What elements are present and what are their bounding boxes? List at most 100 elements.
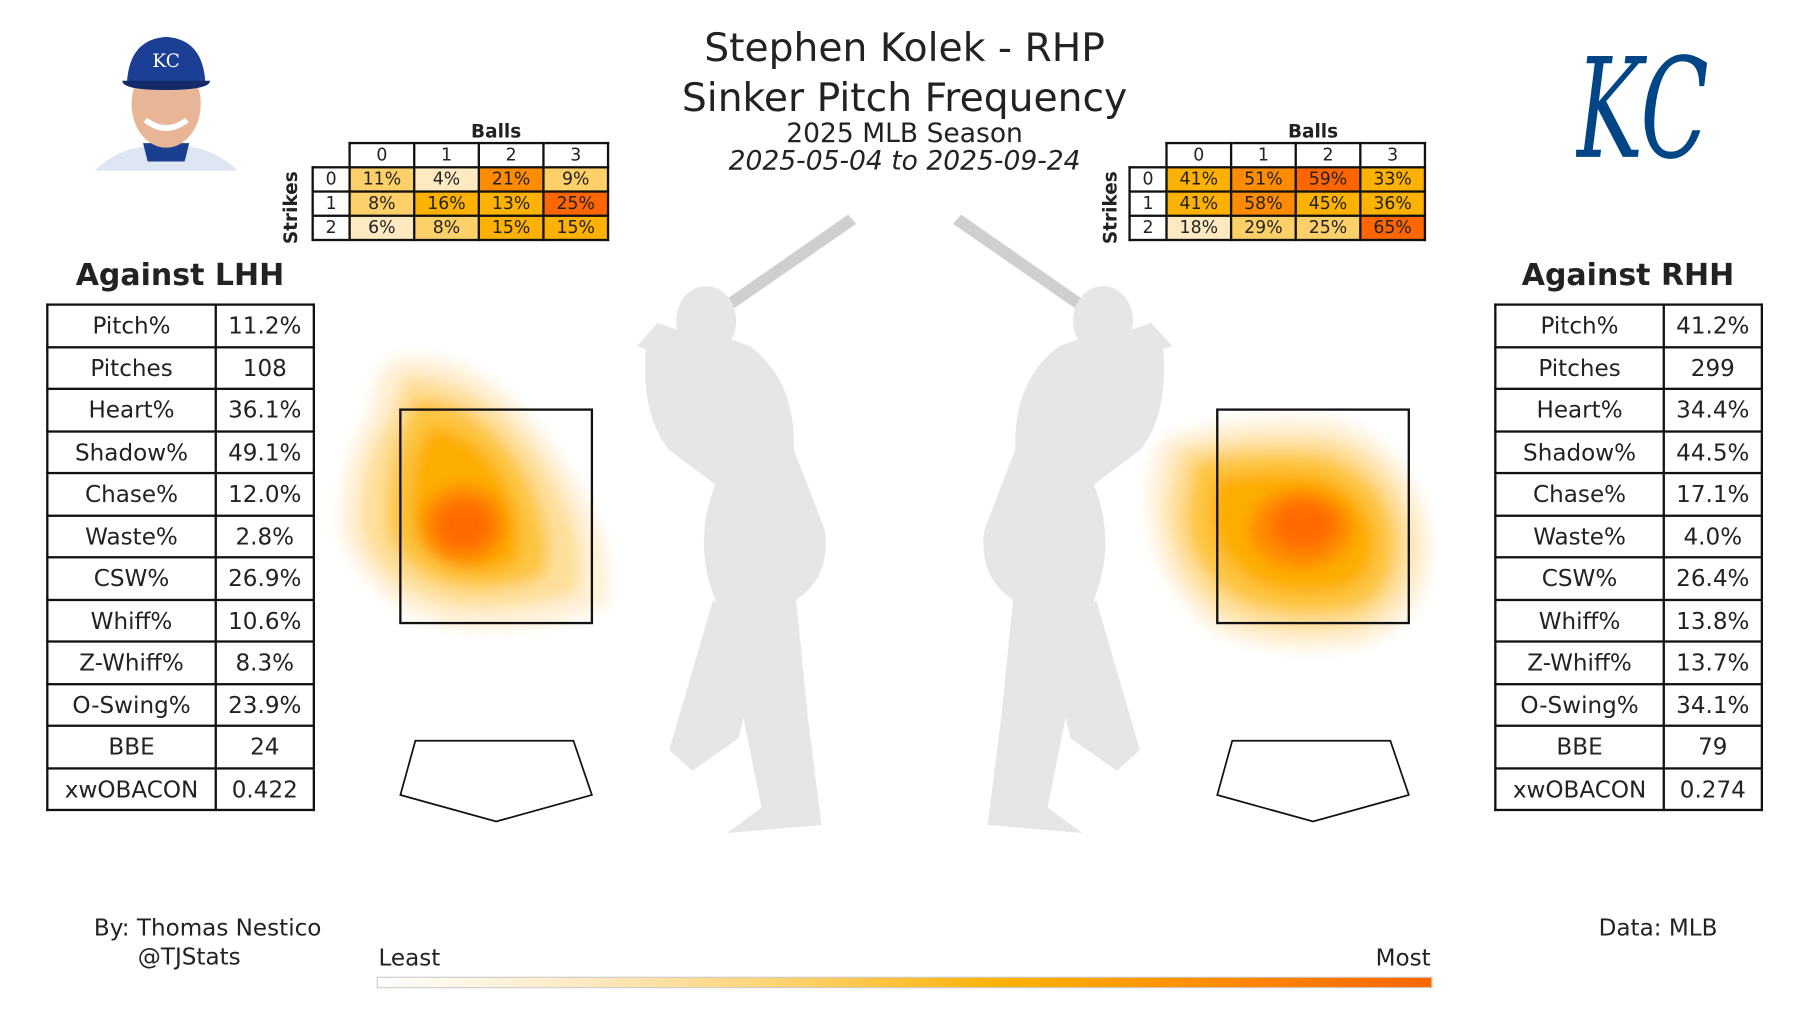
stat-label: Z-Whiff%: [46, 640, 217, 685]
stat-value: 24: [214, 724, 315, 769]
player-title: Stephen Kolek - RHP: [704, 25, 1105, 72]
strikes-header: 2: [1128, 214, 1168, 242]
count-row: 1 41% 58% 45% 36%: [1128, 190, 1427, 217]
heat-density-lhh: [340, 356, 610, 630]
count-cell: 25%: [1294, 214, 1362, 242]
count-cell: 51%: [1229, 166, 1297, 193]
home-plate-rhh: [1216, 739, 1410, 823]
count-cell: 6%: [348, 214, 416, 242]
stat-row: Pitch% 41.2%: [1494, 303, 1764, 348]
count-cell: 15%: [542, 214, 610, 242]
stat-label: Pitches: [1494, 345, 1665, 390]
count-cell: 33%: [1359, 166, 1427, 193]
stat-label: Shadow%: [1494, 429, 1665, 475]
stat-row: BBE 24: [46, 724, 315, 769]
rhh-heading: Against RHH: [1521, 258, 1735, 294]
team-logo: KC: [1576, 32, 1709, 170]
author-handle: @TJStats: [137, 942, 241, 971]
stat-row: Shadow% 49.1%: [46, 429, 315, 475]
stat-label: Z-Whiff%: [1494, 640, 1665, 685]
stat-value: 23.9%: [214, 682, 315, 727]
stat-row: BBE 79: [1494, 724, 1764, 769]
balls-header: 1: [1229, 141, 1297, 169]
stat-label: Chase%: [46, 471, 217, 517]
count-cell: 25%: [542, 190, 610, 217]
stat-row: Z-Whiff% 13.7%: [1494, 640, 1764, 685]
stat-value: 0.422: [214, 766, 315, 812]
count-cell: 59%: [1294, 166, 1362, 193]
date-range: 2025-05-04 to 2025-09-24: [728, 146, 1081, 177]
strikes-header: 1: [1128, 190, 1168, 217]
count-table-lhh: 0 1 2 3 0 11% 4% 21% 9% 1 8% 16% 13% 25% 2 6% 8% 15% 15%: [311, 141, 610, 242]
lhh-heading: Against LHH: [75, 258, 285, 294]
stat-row: Waste% 4.0%: [1494, 514, 1764, 559]
count-cell: 11%: [348, 166, 416, 193]
stat-label: Pitch%: [1494, 303, 1665, 348]
balls-header: 0: [1165, 141, 1233, 169]
stat-value: 41.2%: [1662, 303, 1764, 348]
stat-label: Heart%: [46, 387, 217, 433]
stat-label: Shadow%: [46, 429, 217, 475]
balls-label-rhh: Balls: [1287, 119, 1339, 142]
count-cell: 9%: [542, 166, 610, 193]
count-cell: 8%: [348, 190, 416, 217]
stat-value: 8.3%: [214, 640, 315, 685]
stat-value: 79: [1662, 724, 1764, 769]
stat-value: 13.7%: [1662, 640, 1764, 685]
lhh-stats-table: Pitch% 11.2% Pitches 108 Heart% 36.1% Shadow% 4…: [46, 303, 315, 812]
player-headshot: KC: [94, 36, 238, 171]
colorbar: [376, 976, 1433, 989]
count-row: 2 18% 29% 25% 65%: [1128, 214, 1427, 242]
data-source: Data: MLB: [1598, 913, 1718, 942]
stat-label: O-Swing%: [1494, 682, 1665, 727]
strikes-header: 2: [311, 214, 351, 242]
balls-label-lhh: Balls: [471, 119, 522, 142]
count-cell: 41%: [1165, 190, 1233, 217]
batter-silhouette-right: [953, 214, 1173, 834]
balls-header: 3: [542, 141, 610, 169]
stat-value: 11.2%: [214, 303, 315, 348]
balls-header: 2: [477, 141, 545, 169]
strikes-header: 0: [1128, 166, 1168, 193]
count-cell: 13%: [477, 190, 545, 217]
stat-row: Whiff% 10.6%: [46, 598, 315, 643]
stat-label: Pitch%: [46, 303, 217, 348]
count-cell: 16%: [413, 190, 480, 217]
stat-row: O-Swing% 34.1%: [1494, 682, 1764, 727]
stat-label: CSW%: [1494, 556, 1665, 601]
stat-value: 26.9%: [214, 556, 315, 601]
strikes-header: 1: [311, 190, 351, 217]
stat-label: BBE: [1494, 724, 1665, 769]
stat-label: Pitches: [46, 345, 217, 390]
stat-row: Waste% 2.8%: [46, 514, 315, 559]
count-cell: 29%: [1229, 214, 1297, 242]
svg-text:KC: KC: [1576, 32, 1709, 170]
count-row: 2 6% 8% 15% 15%: [311, 214, 610, 242]
stat-label: xwOBACON: [1494, 766, 1665, 812]
stat-label: CSW%: [46, 556, 217, 601]
stat-row: Whiff% 13.8%: [1494, 598, 1764, 643]
count-row: 0 11% 4% 21% 9%: [311, 166, 610, 193]
balls-header: 2: [1294, 141, 1362, 169]
stat-value: 44.5%: [1662, 429, 1764, 475]
stat-row: O-Swing% 23.9%: [46, 682, 315, 727]
count-cell: 4%: [413, 166, 480, 193]
stat-row: Pitch% 11.2%: [46, 303, 315, 348]
count-cell: 15%: [477, 214, 545, 242]
author-credit: By: Thomas Nestico: [93, 913, 322, 942]
count-row: 0 41% 51% 59% 33%: [1128, 166, 1427, 193]
cap-logo: KC: [152, 51, 179, 72]
count-cell: 36%: [1359, 190, 1427, 217]
count-table-rhh: 0 1 2 3 0 41% 51% 59% 33% 1 41% 58% 45% 36% 2 18% 29% 25%…: [1128, 141, 1427, 242]
stat-row: Shadow% 44.5%: [1494, 429, 1764, 475]
stat-row: Heart% 36.1%: [46, 387, 315, 433]
season-label: 2025 MLB Season: [786, 118, 1023, 149]
count-cell: 8%: [413, 214, 480, 242]
heat-density-rhh: [1148, 417, 1431, 650]
stat-value: 34.1%: [1662, 682, 1764, 727]
stat-row: Heart% 34.4%: [1494, 387, 1764, 433]
count-cell: 58%: [1229, 190, 1297, 217]
stat-value: 0.274: [1662, 766, 1764, 812]
stat-row: xwOBACON 0.422: [46, 766, 315, 812]
count-cell: 45%: [1294, 190, 1362, 217]
